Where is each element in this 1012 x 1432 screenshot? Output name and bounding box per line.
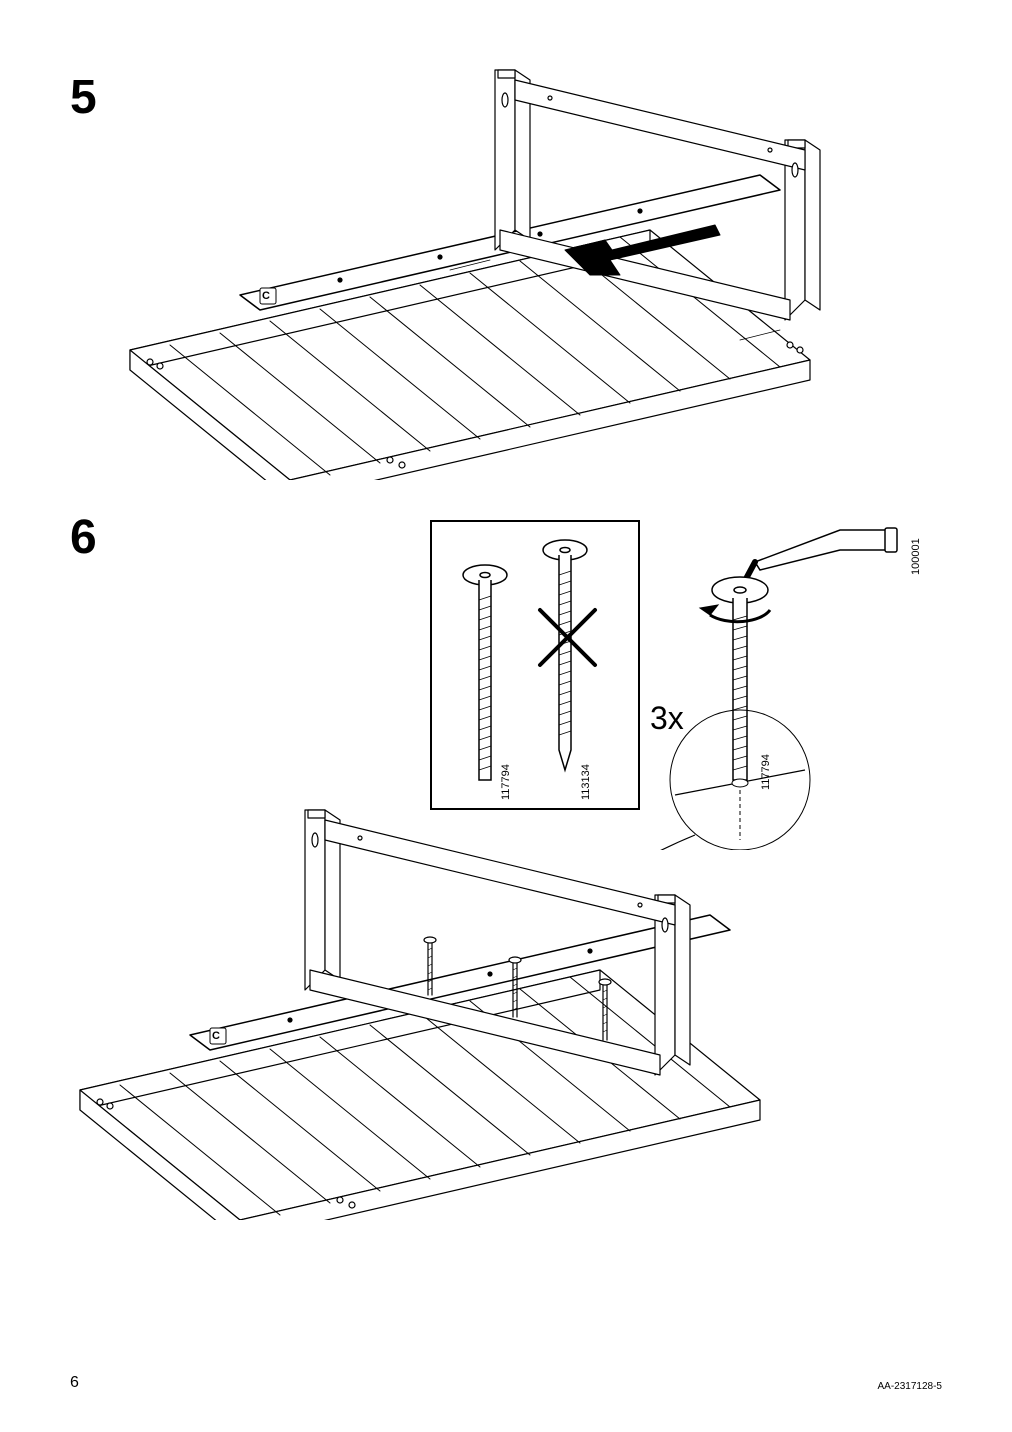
step-6-diagram [50, 790, 880, 1220]
tool-label: 100001 [910, 538, 922, 575]
panel-label-c-step5: C [262, 290, 270, 302]
step-6-number: 6 [70, 510, 97, 565]
panel-label-c-step6: C [212, 1030, 220, 1042]
quantity-label: 3x [650, 700, 684, 737]
hardware-inset [430, 520, 640, 810]
document-id: AA-2317128-5 [878, 1381, 943, 1392]
instruction-page: 5 [0, 0, 1012, 1432]
bolt-detail-label: 117794 [760, 754, 772, 790]
step-5-diagram [90, 50, 920, 480]
page-number: 6 [70, 1374, 79, 1392]
